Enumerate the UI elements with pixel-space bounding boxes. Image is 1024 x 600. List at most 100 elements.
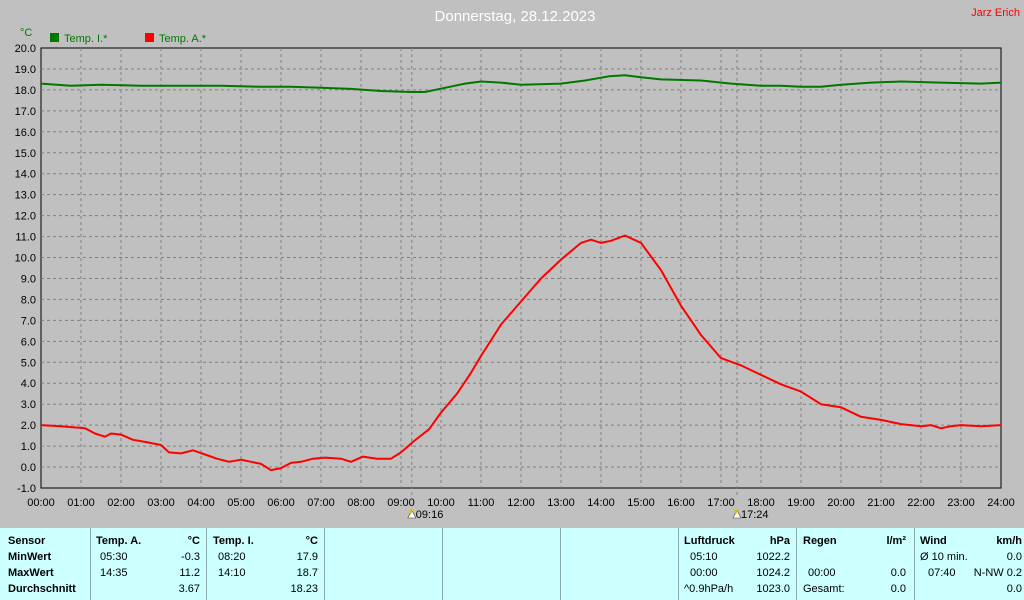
x-tick-labels: 00:00 01:00 02:00 03:00 04:00 05:00 06:00 07:00… bbox=[27, 497, 1015, 509]
y-tick-label: 0.0 bbox=[21, 462, 36, 474]
x-tick-label: 15:00 bbox=[627, 497, 655, 509]
divider bbox=[442, 528, 443, 600]
rain-total-value: 0.0 bbox=[890, 583, 906, 595]
wind-avg-label: Ø 10 min. bbox=[920, 551, 968, 563]
temp-a-header: Temp. A. bbox=[96, 535, 142, 547]
temp-i-avg-value: 18.23 bbox=[290, 583, 318, 595]
x-tick-label: 13:00 bbox=[547, 497, 575, 509]
x-tick-label: 00:00 bbox=[27, 497, 55, 509]
wind-max-time: 07:40 bbox=[928, 567, 956, 579]
x-tick-label: 14:00 bbox=[587, 497, 615, 509]
x-tick-label: 06:00 bbox=[267, 497, 295, 509]
sensor-header: Sensor bbox=[8, 535, 46, 547]
row-label-avg: Durchschnitt bbox=[8, 583, 76, 595]
x-tick-label: 12:00 bbox=[507, 497, 535, 509]
divider bbox=[90, 528, 91, 600]
wind-unit: km/h bbox=[996, 535, 1022, 547]
y-tick-labels: 20.0 19.0 18.0 17.0 16.0 15.0 14.0 13.0 12.0 11.0… bbox=[15, 43, 36, 495]
wind-avg-value: 0.0 bbox=[1006, 551, 1022, 563]
y-tick-label: 18.0 bbox=[15, 85, 36, 97]
sunset-icon bbox=[732, 509, 742, 519]
divider bbox=[560, 528, 561, 600]
wind-header: Wind bbox=[920, 535, 947, 547]
rain-unit: l/m² bbox=[886, 535, 906, 547]
row-label-max: MaxWert bbox=[8, 567, 54, 579]
sun-marker-label: 17:24 bbox=[741, 509, 769, 521]
series-lines bbox=[40, 74, 1002, 472]
y-tick-label: 14.0 bbox=[15, 169, 36, 181]
y-tick-label: 4.0 bbox=[21, 378, 36, 390]
sun-markers: 09:16 17:24 bbox=[407, 48, 769, 521]
grid bbox=[41, 48, 1001, 488]
x-tick-label: 16:00 bbox=[667, 497, 695, 509]
pressure-trend: ^0.9hPa/h bbox=[684, 583, 734, 595]
stats-panel: Sensor MinWert MaxWert Durchschnitt Temp… bbox=[0, 528, 1024, 600]
y-tick-label: 20.0 bbox=[15, 43, 36, 55]
temp-i-header: Temp. I. bbox=[213, 535, 254, 547]
y-tick-label: 11.0 bbox=[15, 232, 36, 244]
y-tick-label: 6.0 bbox=[21, 336, 36, 348]
rain-header: Regen bbox=[803, 535, 837, 547]
legend-label-outdoor: Temp. A.* bbox=[159, 33, 207, 45]
x-tick-label: 03:00 bbox=[147, 497, 175, 509]
chart-title: Donnerstag, 28.12.2023 bbox=[435, 8, 596, 25]
legend-label-indoor: Temp. I.* bbox=[64, 33, 108, 45]
temp-a-max-value: 11.2 bbox=[179, 567, 200, 579]
legend-swatch-indoor bbox=[50, 33, 59, 42]
temp-a-max-time: 14:35 bbox=[100, 567, 128, 579]
temp-i-min-time: 08:20 bbox=[218, 551, 246, 563]
y-tick-label: 2.0 bbox=[21, 420, 36, 432]
y-tick-label: 15.0 bbox=[15, 148, 36, 160]
x-tick-label: 04:00 bbox=[187, 497, 215, 509]
x-tick-label: 07:00 bbox=[307, 497, 335, 509]
y-tick-label: 9.0 bbox=[21, 273, 36, 285]
x-tick-label: 21:00 bbox=[867, 497, 895, 509]
x-tick-label: 01:00 bbox=[67, 497, 95, 509]
divider bbox=[678, 528, 679, 600]
temp-a-avg-value: 3.67 bbox=[178, 583, 200, 595]
y-axis-unit: °C bbox=[20, 27, 32, 39]
pressure-avg-value: 1023.0 bbox=[756, 583, 790, 595]
row-label-min: MinWert bbox=[8, 551, 52, 563]
temp-i-max-time: 14:10 bbox=[218, 567, 246, 579]
sunrise-icon bbox=[407, 509, 417, 519]
rain-max-value: 0.0 bbox=[890, 567, 906, 579]
sun-glyph bbox=[408, 510, 413, 515]
x-tick-label: 24:00 bbox=[987, 497, 1015, 509]
rain-total-label: Gesamt: bbox=[803, 583, 845, 595]
y-tick-label: 12.0 bbox=[15, 211, 36, 223]
temperature-chart: Donnerstag, 28.12.2023 Jarz Erich °C Tem… bbox=[15, 7, 1020, 521]
wind-max-value: N-NW 0.2 bbox=[973, 567, 1022, 579]
y-tick-label: 19.0 bbox=[15, 64, 36, 76]
temp-i-unit: °C bbox=[305, 535, 318, 547]
y-tick-label: 5.0 bbox=[21, 357, 36, 369]
x-tick-label: 22:00 bbox=[907, 497, 935, 509]
temp-i-max-value: 18.7 bbox=[296, 567, 318, 579]
series-line-indoor bbox=[40, 74, 1002, 93]
x-tick-label: 19:00 bbox=[787, 497, 815, 509]
x-tick-label: 02:00 bbox=[107, 497, 135, 509]
y-tick-label: 10.0 bbox=[15, 253, 36, 265]
y-tick-label: -1.0 bbox=[17, 483, 36, 495]
author-label: Jarz Erich bbox=[971, 7, 1020, 19]
temp-i-min-value: 17.9 bbox=[296, 551, 318, 563]
wind-avg-day-value: 0.0 bbox=[1006, 583, 1022, 595]
pressure-min-time: 05:10 bbox=[690, 551, 718, 563]
pressure-unit: hPa bbox=[769, 535, 790, 547]
x-tick-label: 17:00 bbox=[707, 497, 735, 509]
divider bbox=[796, 528, 797, 600]
pressure-max-value: 1024.2 bbox=[756, 567, 790, 579]
sun-glyph bbox=[734, 510, 738, 515]
y-tick-label: 3.0 bbox=[21, 399, 36, 411]
pressure-max-time: 00:00 bbox=[690, 567, 718, 579]
pressure-header: Luftdruck bbox=[684, 535, 735, 547]
temp-a-min-time: 05:30 bbox=[100, 551, 128, 563]
x-tick-label: 11:00 bbox=[468, 497, 495, 509]
temp-a-min-value: -0.3 bbox=[181, 551, 200, 563]
y-tick-label: 13.0 bbox=[15, 190, 36, 202]
rain-max-time: 00:00 bbox=[808, 567, 836, 579]
legend-swatch-outdoor bbox=[145, 33, 154, 42]
sun-marker-label: 09:16 bbox=[416, 509, 444, 521]
y-tick-label: 7.0 bbox=[21, 315, 36, 327]
temp-a-unit: °C bbox=[187, 535, 200, 547]
